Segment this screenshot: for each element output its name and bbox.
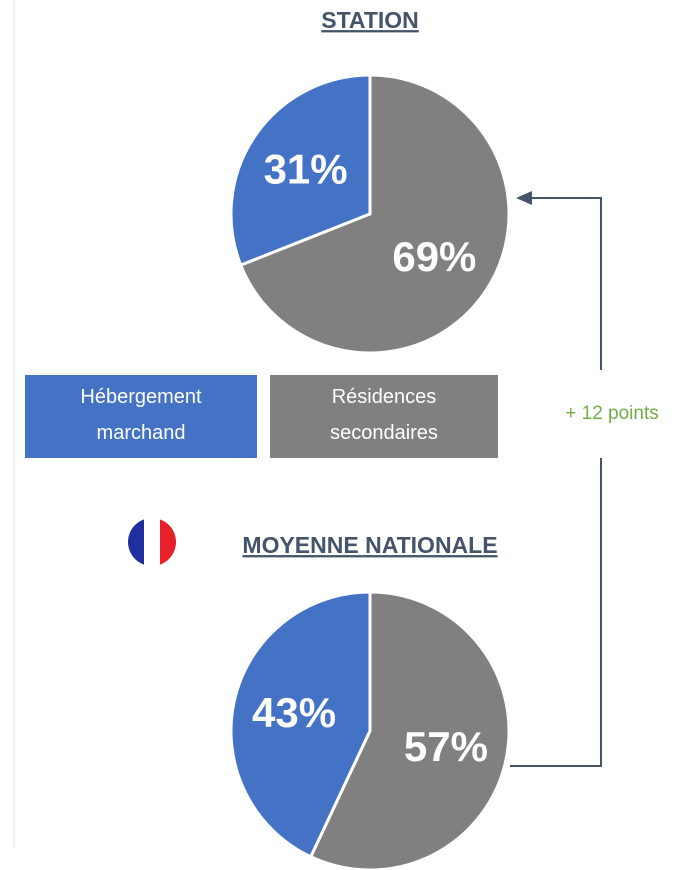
pie-slice xyxy=(229,73,372,268)
legend-swatch xyxy=(270,375,498,458)
arrow xyxy=(510,191,602,767)
data-label: 57% xyxy=(404,723,488,770)
pie-slice xyxy=(238,73,511,355)
data-label: 31% xyxy=(264,145,348,192)
pie-title: MOYENNE NATIONALE xyxy=(242,532,497,558)
pie-slice xyxy=(229,590,372,859)
pie-title: STATION xyxy=(321,7,419,33)
data-label: 69% xyxy=(392,233,476,280)
legend-label: Résidences secondaires xyxy=(330,386,438,444)
flag xyxy=(128,518,176,566)
annotation: + 12 points xyxy=(565,403,659,424)
legend-swatch xyxy=(25,375,257,458)
data-label: 43% xyxy=(252,689,336,736)
legend-label: Hébergement marchand xyxy=(80,386,202,444)
